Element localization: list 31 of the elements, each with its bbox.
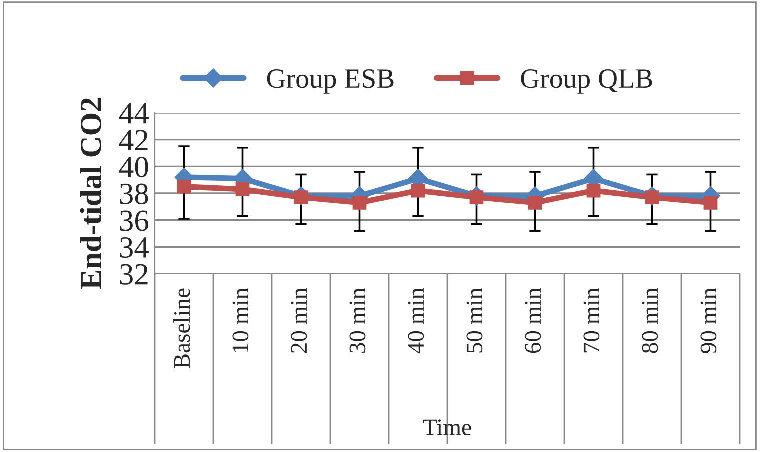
x-tick-label: 30 min — [350, 288, 366, 354]
point — [236, 182, 250, 196]
point — [704, 196, 718, 210]
y-tick-label: 32 — [120, 264, 148, 285]
legend-label: Group QLB — [521, 70, 652, 94]
x-tick-label: 80 min — [642, 288, 658, 354]
x-tick-label: 90 min — [700, 288, 717, 354]
y-tick-label: 44 — [119, 103, 149, 124]
y-tick-label: 38 — [120, 184, 148, 204]
y-tick-label: 40 — [119, 156, 148, 178]
point — [586, 184, 601, 198]
y-axis-title: End-tidal CO2 — [80, 98, 102, 290]
x-tick-label: 50 min — [466, 288, 483, 353]
x-tick-label: 60 min — [525, 288, 542, 354]
point — [645, 190, 660, 204]
legend-label: Group ESB — [267, 70, 394, 94]
x-tick-label: Baseline — [174, 288, 190, 369]
y-tick-label: 36 — [120, 210, 149, 232]
point — [177, 180, 192, 194]
y-tick-label: 34 — [120, 238, 149, 258]
point — [411, 184, 426, 198]
x-tick-label: 10 min — [232, 288, 249, 352]
point — [352, 196, 367, 210]
y-tick-label: 42 — [119, 130, 148, 150]
point — [470, 190, 484, 204]
x-tick-label: 40 min — [408, 288, 424, 354]
x-tick-label: 70 min — [584, 288, 600, 353]
point — [294, 190, 308, 204]
point — [528, 196, 542, 210]
x-tick-label: 20 min — [291, 288, 308, 354]
x-axis-title: Time — [423, 420, 472, 436]
